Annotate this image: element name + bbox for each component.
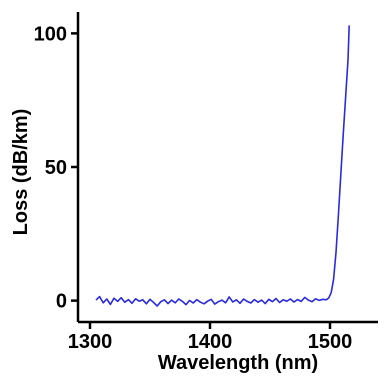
- axes: [76, 12, 378, 324]
- y-tick-label: 100: [34, 23, 67, 45]
- y-tick-label: 0: [56, 291, 67, 313]
- series-line: [95, 25, 350, 307]
- x-tick-label: 1400: [188, 331, 233, 353]
- y-tick-label: 50: [45, 157, 67, 179]
- x-tick-label: 1300: [68, 331, 113, 353]
- y-axis-label: Loss (dB/km): [10, 109, 32, 236]
- series-layer: [95, 25, 350, 307]
- ticks-layer: 1300 1400 1500 0 50 100: [34, 23, 353, 353]
- x-axis-label: Wavelength (nm): [158, 352, 318, 374]
- x-tick-label: 1500: [308, 331, 353, 353]
